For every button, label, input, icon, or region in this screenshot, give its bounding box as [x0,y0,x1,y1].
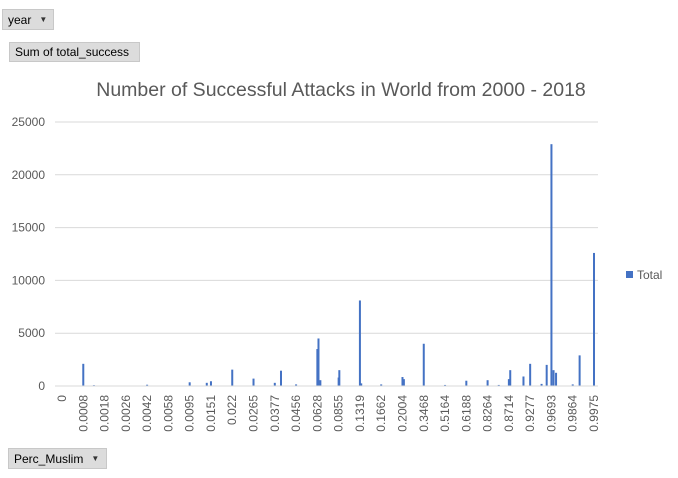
x-tick-label: 0.0008 [76,395,90,432]
x-tick-label: 0.0265 [247,395,261,432]
bars [82,144,595,386]
x-tick-label: 0.0026 [119,395,133,432]
bar [380,384,383,386]
x-tick-label: 0.0855 [332,395,346,432]
bar [252,378,255,386]
x-tick-label: 0.9277 [523,395,537,432]
legend-label: Total [637,268,662,282]
bar [444,384,447,386]
x-tick-label: 0.0377 [268,395,282,432]
y-tick-label: 15000 [12,221,46,235]
legend-swatch [626,271,633,278]
dropdown-arrow-icon: ▼ [39,15,48,24]
bar [273,382,276,386]
bar [552,370,555,386]
x-tick-label: 0.0456 [289,395,303,432]
bar [550,144,553,386]
bar [497,384,500,386]
bar [507,379,510,386]
bar [509,370,512,386]
bar [209,381,212,386]
x-tick-label: 0.9975 [587,395,601,432]
bar [146,384,149,386]
y-axis-labels: 0 5000 10000 15000 20000 25000 [12,115,46,393]
x-tick-label: 0.8714 [502,395,516,432]
x-tick-label: 0.1319 [353,395,367,432]
x-tick-label: 0.0042 [140,395,154,432]
x-axis-labels: 0 0.0008 0.0018 0.0026 0.0042 0.0058 0.0095 0.0… [55,395,601,432]
bar [279,370,282,386]
bar [522,376,525,386]
axis-field-button[interactable]: Perc_Muslim ▼ [8,448,107,469]
values-field-button[interactable]: Sum of total_success [9,42,140,62]
y-tick-label: 5000 [18,326,45,340]
bar [402,379,405,386]
bar [319,380,322,386]
legend: Total [626,268,662,282]
bar [540,383,543,386]
x-tick-label: 0.2004 [395,395,409,432]
bar [231,369,234,386]
x-tick-label: 0.3468 [417,395,431,432]
bar [205,382,208,386]
x-tick-label: 0.0058 [161,395,175,432]
y-tick-label: 20000 [12,168,46,182]
bar [358,300,361,386]
y-tick-label: 10000 [12,273,46,287]
bar [360,383,363,386]
bar [316,349,319,386]
x-tick-label: 0.8264 [481,395,495,432]
bar [578,355,581,386]
x-tick-label: 0.0095 [183,395,197,432]
x-tick-label: 0.9864 [566,395,580,432]
y-tick-label: 25000 [12,115,46,129]
year-filter-label: year [8,12,32,27]
x-tick-label: 0.9693 [544,395,558,432]
x-tick-label: 0.1662 [374,395,388,432]
bar [593,252,595,386]
y-tick-label: 0 [38,379,45,393]
bar [593,343,595,386]
values-field-label: Sum of total_success [15,45,130,59]
x-tick-label: 0.6188 [459,395,473,432]
dropdown-arrow-icon: ▼ [91,454,100,463]
x-tick-label: 0.0628 [310,395,324,432]
bar [529,363,532,386]
bar [82,363,85,386]
x-tick-label: 0.0151 [204,395,218,432]
year-filter-button[interactable]: year ▼ [2,9,54,30]
x-tick-label: 0.5164 [438,395,452,432]
bar [555,372,558,386]
grid [55,121,598,334]
axis-field-label: Perc_Muslim [14,451,84,466]
x-tick-label: 0 [55,395,69,402]
x-tick-label: 0.0018 [98,395,112,432]
bar [188,382,191,386]
bar [295,384,298,386]
bar [317,338,320,386]
bar [401,377,404,386]
x-tick-label: 0.022 [225,395,239,425]
bar [338,370,341,386]
chart-title: Number of Successful Attacks in World fr… [96,79,586,101]
bar [422,343,425,386]
bar [545,364,548,386]
bar [465,380,468,386]
bar [571,384,574,386]
bar [486,380,489,386]
